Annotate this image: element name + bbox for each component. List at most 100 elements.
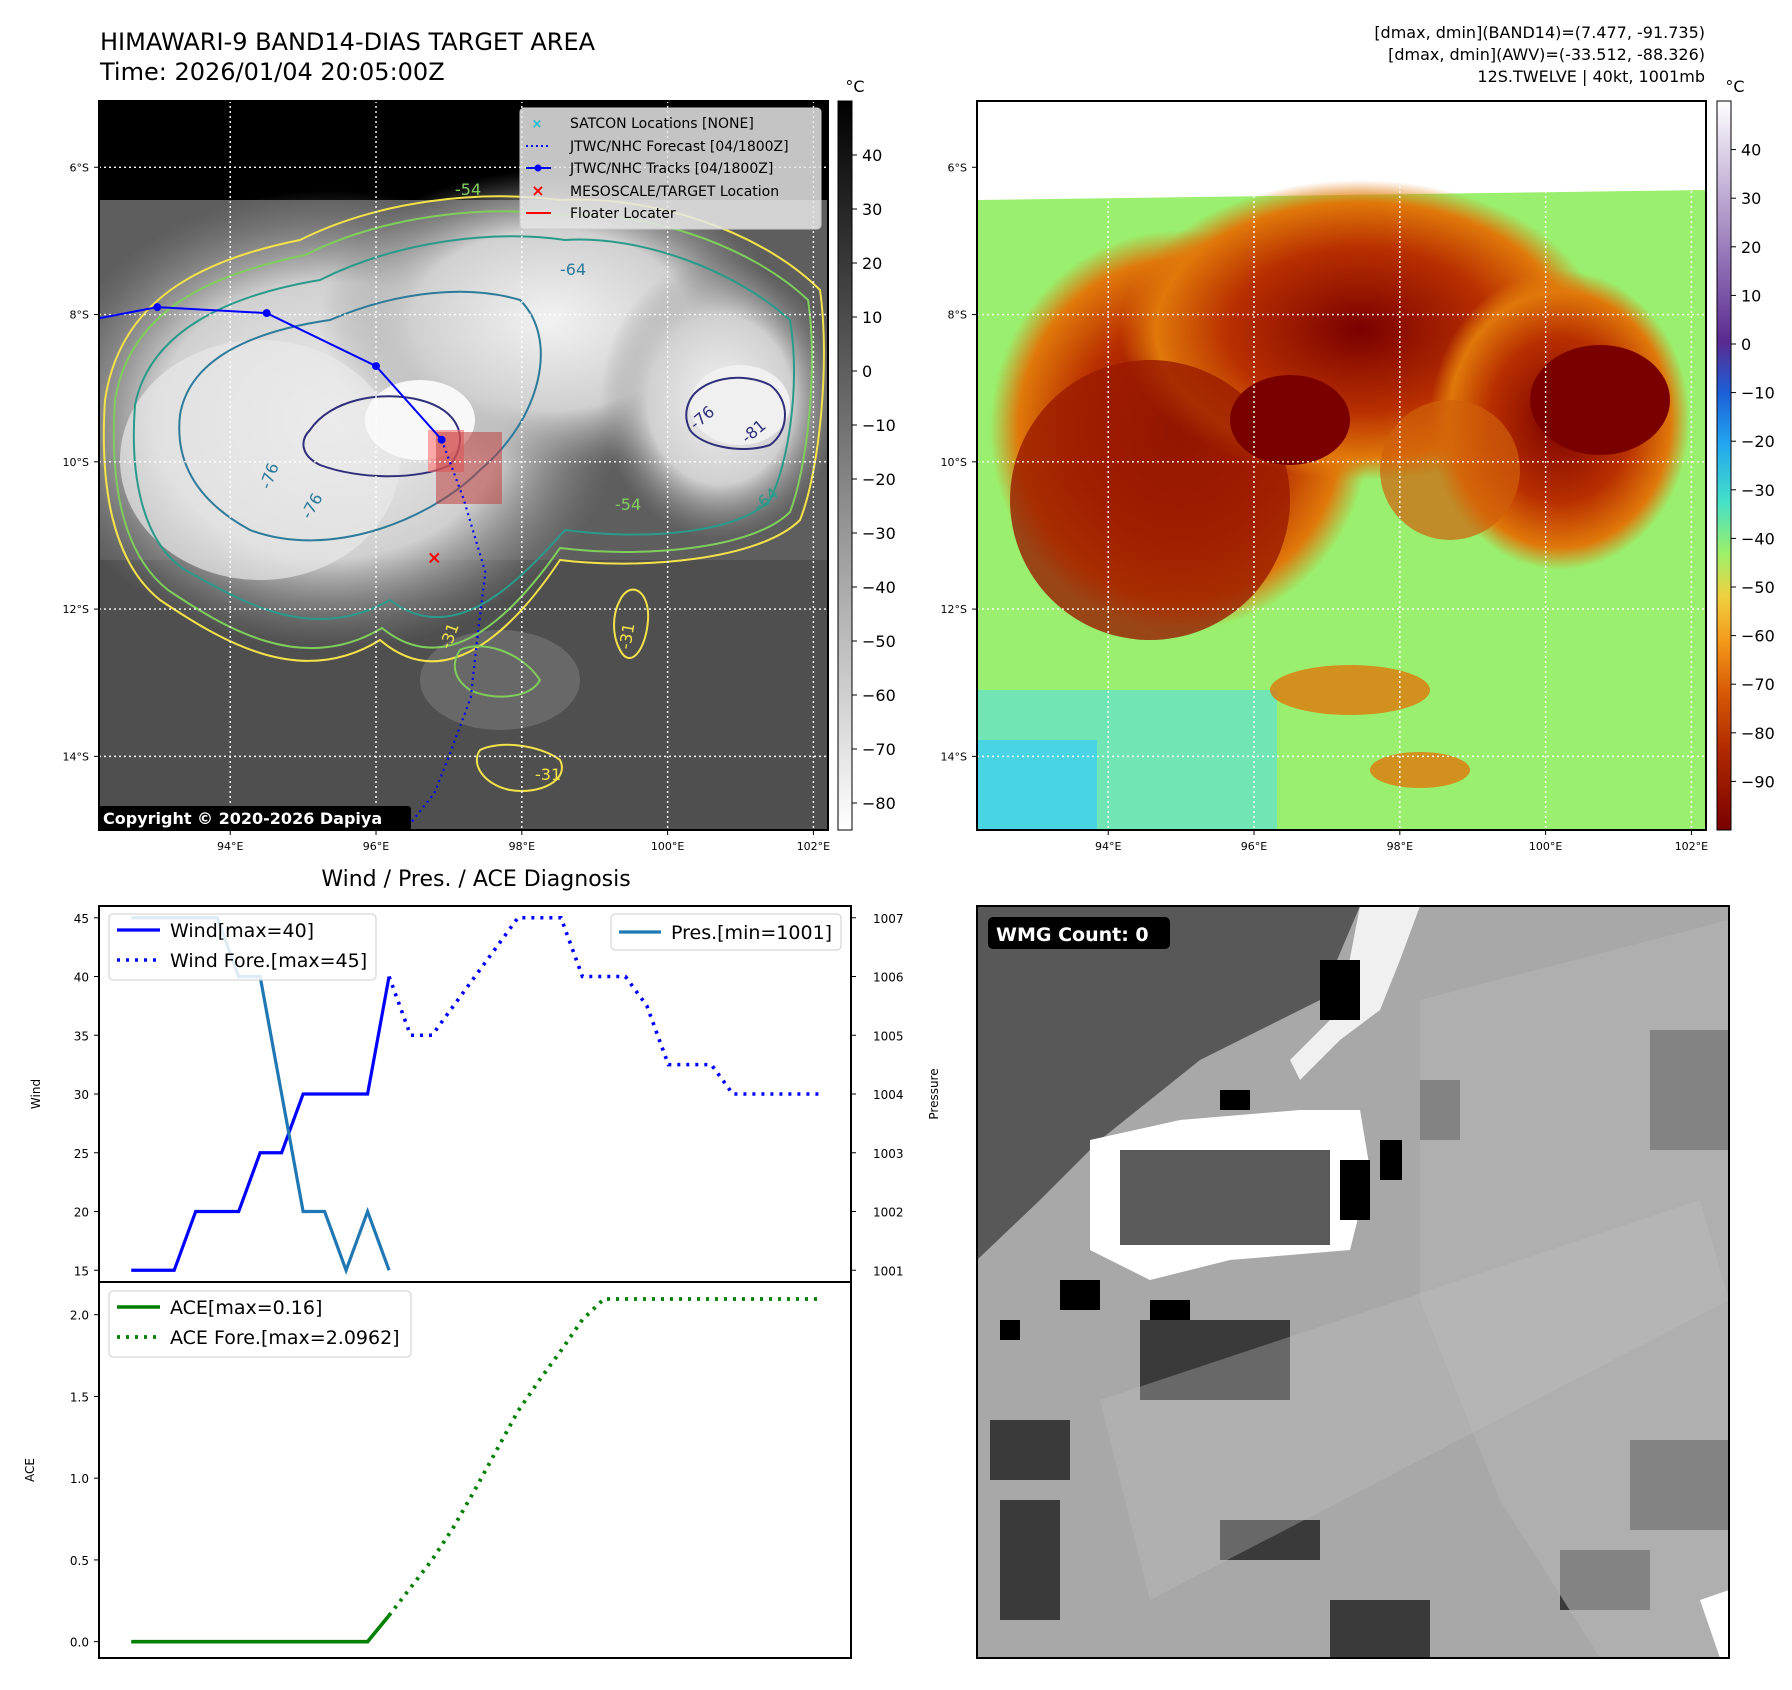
x-marker-icon: × (532, 117, 543, 132)
colorbar-tick-label: −60 (862, 686, 896, 705)
wmg-panel: WMG Count: 0 (976, 905, 1730, 1659)
ace-tick-label: 1.5 (70, 1390, 89, 1404)
legend-label: MESOSCALE/TARGET Location (570, 184, 779, 200)
lon-tick-label: 100°E (651, 840, 684, 853)
colorbar-tick-label: 10 (1741, 286, 1761, 305)
colorbar-tick-label: −70 (862, 740, 896, 759)
contour-label: -31 (535, 765, 561, 784)
jtwc-forecast-line (404, 439, 487, 830)
ace-y-axis: 0.0 0.5 1.0 1.5 2.0 (70, 1309, 99, 1650)
wind-tick-label: 45 (74, 912, 89, 926)
copyright-badge (99, 806, 411, 830)
diagnosis-title: Wind / Pres. / ACE Diagnosis (321, 867, 630, 892)
lat-tick-label: 6°S (70, 161, 89, 174)
pressure-y-axis: 1001 1002 1003 1004 1005 1006 1007 (851, 912, 904, 1278)
ace-tick-label: 2.0 (70, 1309, 89, 1323)
track-point (372, 362, 381, 371)
ace-forecast-series-line (387, 1297, 819, 1617)
ir-panel: -54 -64 -76 -81 -76 -64 -76 -31 -31 -31 … (63, 77, 896, 853)
copyright-text: Copyright © 2020-2026 Dapiya (103, 809, 382, 828)
ace-axis-label: ACE (23, 1458, 37, 1482)
wind-series-line (131, 976, 391, 1272)
pressure-axis-label: Pressure (927, 1068, 941, 1119)
colorbar-unit: °C (1725, 77, 1744, 96)
lon-tick-label: 96°E (363, 840, 389, 853)
wind-tick-label: 25 (74, 1147, 89, 1161)
wmg-count-badge (988, 917, 1170, 949)
wind-tick-label: 40 (74, 971, 89, 985)
ace-chart: 0.0 0.5 1.0 1.5 2.0 ACE ACE[max=0.16] ACE Fo… (23, 1281, 852, 1659)
colorbar-tick-label: −50 (862, 632, 896, 651)
wind-y-axis: 15 20 25 30 35 40 45 (74, 912, 99, 1278)
colorbar-tick-label: −30 (862, 524, 896, 543)
colorbar-tick-label: −20 (862, 470, 896, 489)
target-location-marker: × (427, 548, 442, 569)
x-marker-icon: × (531, 181, 544, 200)
colorbar-tick-label: 20 (862, 254, 882, 273)
lon-tick-label: 98°E (509, 840, 535, 853)
ace-tick-label: 1.0 (70, 1472, 89, 1486)
awv-colorbar: °C 40 30 20 10 0 −10 −20 −30 −40 −50 −60 −70 −80 −90 (1716, 77, 1775, 831)
ace-series-line (131, 1614, 391, 1644)
colorbar-tick-label: 30 (862, 200, 882, 219)
colorbar-tick-label: −40 (862, 578, 896, 597)
legend-label: Wind Fore.[max=45] (170, 950, 367, 972)
figure-time: Time: 2026/01/04 20:05:00Z (99, 58, 445, 86)
storm-info: 12S.TWELVE | 40kt, 1001mb (1477, 67, 1705, 86)
awv-image (977, 101, 1706, 830)
colorbar-tick-label: −90 (1741, 772, 1775, 791)
colorbar-tick-label: 10 (862, 308, 882, 327)
legend-item-satcon: × SATCON Locations [NONE] (532, 116, 754, 132)
wind-tick-label: 35 (74, 1029, 89, 1043)
legend-label: JTWC/NHC Forecast [04/1800Z] (569, 139, 789, 155)
legend-item-forecast: JTWC/NHC Forecast [04/1800Z] (526, 139, 789, 155)
colorbar-tick-label: 0 (862, 362, 872, 381)
contour-label: -31 (615, 622, 638, 651)
lon-tick-label: 102°E (797, 840, 830, 853)
awv-lon-axis: 94°E 96°E 98°E 100°E 102°E (1095, 830, 1708, 853)
wind-tick-label: 15 (74, 1264, 89, 1278)
legend-item-floater: Floater Locater (526, 206, 676, 222)
ir-lon-axis: 94°E 96°E 98°E 100°E 102°E (217, 830, 830, 853)
colorbar-tick-label: −10 (1741, 384, 1775, 403)
ir-frame (98, 100, 829, 831)
ir-lat-axis: 6°S 8°S 10°S 12°S 14°S (63, 161, 99, 763)
legend-label: JTWC/NHC Tracks [04/1800Z] (569, 161, 773, 177)
awv-gridlines (977, 101, 1706, 830)
colorbar-unit: °C (845, 77, 864, 96)
colorbar-tick-label: −20 (1741, 432, 1775, 451)
lat-tick-label: 10°S (941, 456, 967, 469)
track-point (153, 303, 162, 312)
awv-range: [dmax, dmin](AWV)=(-33.512, -88.326) (1388, 45, 1705, 64)
wmg-image (977, 906, 1729, 1658)
legend-label: ACE[max=0.16] (170, 1297, 322, 1319)
ir-legend: × SATCON Locations [NONE] JTWC/NHC Forec… (519, 107, 822, 230)
pressure-tick-label: 1002 (873, 1206, 904, 1220)
lat-tick-label: 12°S (941, 603, 967, 616)
lon-tick-label: 94°E (217, 840, 243, 853)
colorbar-tick-label: −60 (1741, 627, 1775, 646)
contour-label: -54 (615, 495, 641, 514)
lat-tick-label: 14°S (63, 750, 89, 763)
track-point (262, 309, 271, 318)
lon-tick-label: 98°E (1387, 840, 1413, 853)
band14-range: [dmax, dmin](BAND14)=(7.477, -91.735) (1374, 23, 1705, 42)
colorbar-tick-label: −40 (1741, 529, 1775, 548)
colorbar-tick-label: −80 (1741, 724, 1775, 743)
wmg-frame (976, 905, 1730, 1659)
colorbar-gradient (837, 100, 853, 831)
contour-label: -54 (455, 180, 481, 199)
legend-item-tracks: JTWC/NHC Tracks [04/1800Z] (526, 161, 773, 177)
pressure-tick-label: 1005 (873, 1029, 904, 1043)
legend-label: Wind[max=40] (170, 920, 314, 942)
lat-tick-label: 12°S (63, 603, 89, 616)
colorbar-tick-label: 20 (1741, 238, 1761, 257)
colorbar-tick-label: 30 (1741, 189, 1761, 208)
colorbar-tick-label: −50 (1741, 578, 1775, 597)
legend-label: ACE Fore.[max=2.0962] (170, 1327, 400, 1349)
colorbar-tick-label: −80 (862, 794, 896, 813)
ace-tick-label: 0.5 (70, 1554, 89, 1568)
pressure-tick-label: 1006 (873, 971, 904, 985)
wind-legend: Wind[max=40] Wind Fore.[max=45] (108, 913, 377, 981)
